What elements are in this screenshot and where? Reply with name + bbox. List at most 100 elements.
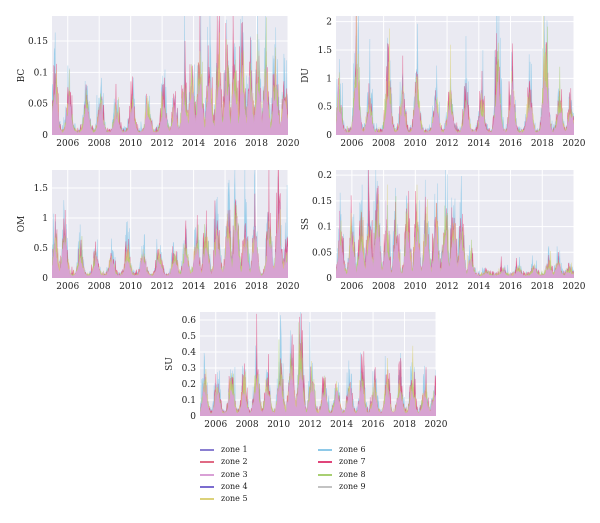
- plot-background: [336, 16, 574, 135]
- chart-panel-su: 2006 2008 2010 2012 2014 2016 2018 2020 0 0.1 0.2 0…: [165, 312, 448, 430]
- x-tick-label: 2006: [56, 139, 79, 149]
- x-tick-label: 2012: [436, 139, 459, 149]
- legend-item-zone-8: zone 8: [318, 469, 428, 481]
- y-tick-label: 0.5: [182, 332, 197, 342]
- y-tick-label: 0.05: [28, 100, 48, 110]
- x-tick-label: 2018: [531, 139, 554, 149]
- legend-item-zone-4: zone 4: [200, 481, 310, 493]
- series-area: [52, 170, 288, 278]
- y-tick-label: 1: [326, 74, 332, 84]
- y-tick-label: 0.1: [182, 396, 196, 406]
- y-axis-label: BC: [17, 69, 27, 83]
- legend-swatch: [200, 461, 214, 464]
- legend-swatch: [200, 498, 214, 501]
- x-tick-label: 2016: [214, 282, 237, 292]
- legend-label: zone 1: [221, 445, 248, 454]
- series-fill-5: [52, 202, 288, 278]
- legend-column-right: zone 6 zone 7 zone 8 zone 9: [318, 444, 428, 493]
- x-tick-label: 2008: [88, 139, 111, 149]
- legend-swatch: [318, 485, 332, 488]
- legend-item-zone-7: zone 7: [318, 456, 428, 468]
- x-tick-label: 2014: [467, 282, 490, 292]
- y-tick-label: 0.1: [34, 68, 48, 78]
- legend-item-zone-3: zone 3: [200, 469, 310, 481]
- series-fill-5: [336, 200, 574, 278]
- legend-label: zone 3: [221, 469, 248, 479]
- series-fill-5: [200, 367, 436, 416]
- legend-item-zone-5: zone 5: [200, 493, 310, 505]
- y-tick-label: 0.5: [34, 244, 49, 254]
- x-tick-label: 2010: [267, 420, 290, 430]
- x-tick-label: 2014: [182, 139, 205, 149]
- y-tick-label: 1.5: [318, 46, 333, 56]
- y-axis-label: SU: [165, 357, 175, 371]
- legend-label: zone 9: [339, 481, 366, 491]
- x-tick-label: 2016: [214, 139, 237, 149]
- x-tick-label: 2012: [299, 420, 322, 430]
- y-axis-label: OM: [17, 216, 27, 233]
- series-area: [336, 16, 574, 135]
- chart-panel-ss: 2006 2008 2010 2012 2014 2016 2018 2020 0 0.05 0.1…: [301, 170, 586, 292]
- x-tick-label: 2018: [531, 282, 554, 292]
- x-tick-label: 2020: [277, 282, 300, 292]
- x-tick-label: 2008: [372, 139, 395, 149]
- chart-panel-om: 2006 2008 2010 2012 2014 2016 2018 2020 0 0.5 1 1.5…: [17, 170, 300, 292]
- x-tick-label: 2006: [56, 282, 79, 292]
- legend-swatch: [200, 485, 214, 488]
- chart-panel-du: 2006 2008 2010 2012 2014 2016 2018 2020 0 0.5 1 1.5…: [301, 16, 586, 149]
- x-tick-label: 2010: [119, 282, 142, 292]
- x-tick-label: 2006: [340, 139, 363, 149]
- y-tick-label: 0.2: [182, 380, 196, 390]
- legend-item-zone-2: zone 2: [200, 456, 310, 468]
- x-tick-label: 2016: [362, 420, 385, 430]
- x-tick-label: 2020: [277, 139, 300, 149]
- x-tick-label: 2010: [404, 139, 427, 149]
- y-tick-label: 0.5: [318, 103, 333, 113]
- legend-swatch: [200, 473, 214, 476]
- legend: zone 1 zone 2 zone 3 zone 4 zone 5 zone …: [200, 444, 430, 518]
- legend-label: zone 8: [339, 469, 366, 479]
- x-tick-label: 2016: [499, 139, 522, 149]
- chart-panel-bc: 2006 2008 2010 2012 2014 2016 2018 2020 0 0.05 0.1…: [17, 16, 300, 149]
- y-tick-label: 0.05: [312, 248, 332, 258]
- legend-swatch: [318, 473, 332, 476]
- y-tick-label: 0: [190, 412, 196, 422]
- x-tick-label: 2018: [393, 420, 416, 430]
- x-tick-label: 2020: [563, 139, 586, 149]
- y-tick-label: 1.5: [34, 184, 49, 194]
- legend-item-zone-1: zone 1: [200, 444, 310, 456]
- y-tick-label: 0.15: [28, 37, 48, 47]
- y-tick-label: 2: [326, 18, 332, 28]
- x-tick-label: 2008: [372, 282, 395, 292]
- y-tick-label: 0: [326, 274, 332, 284]
- legend-item-zone-6: zone 6: [318, 444, 428, 456]
- x-tick-label: 2012: [436, 282, 459, 292]
- legend-label: zone 4: [221, 481, 248, 491]
- x-tick-label: 2020: [563, 282, 586, 292]
- series-area: [200, 312, 436, 416]
- legend-swatch: [318, 461, 332, 464]
- plot-background: [200, 312, 436, 416]
- x-tick-label: 2006: [340, 282, 363, 292]
- y-tick-label: 1: [42, 214, 48, 224]
- x-tick-label: 2014: [330, 420, 353, 430]
- y-axis-label: SS: [301, 218, 311, 230]
- legend-label: zone 2: [221, 457, 248, 467]
- legend-label: zone 6: [339, 445, 366, 454]
- series-area: [52, 16, 288, 135]
- y-tick-label: 0.15: [312, 197, 332, 207]
- x-tick-label: 2012: [151, 139, 174, 149]
- legend-column-left: zone 1 zone 2 zone 3 zone 4 zone 5: [200, 444, 310, 505]
- y-tick-label: 0: [42, 131, 48, 141]
- series-fill-5: [336, 63, 574, 135]
- x-tick-label: 2014: [182, 282, 205, 292]
- x-tick-label: 2010: [119, 139, 142, 149]
- legend-item-zone-9: zone 9: [318, 481, 428, 493]
- x-tick-label: 2014: [467, 139, 490, 149]
- legend-swatch: [318, 449, 332, 451]
- legend-label: zone 5: [221, 494, 248, 504]
- x-tick-label: 2018: [245, 139, 268, 149]
- y-axis-label: DU: [301, 68, 311, 83]
- y-tick-label: 0.2: [318, 171, 332, 181]
